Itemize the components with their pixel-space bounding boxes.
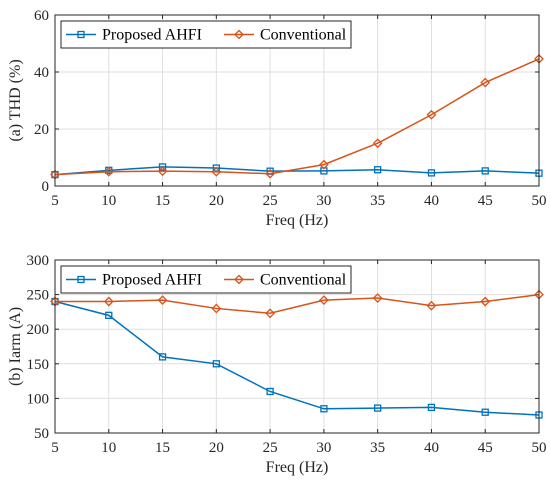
iarm-data-point xyxy=(481,408,489,416)
thd-legend-item-proposed-ahfi: Proposed AHFI xyxy=(66,27,202,44)
iarm-y-tick-label: 150 xyxy=(27,357,50,373)
thd-legend-label: Conventional xyxy=(260,27,347,44)
iarm-legend-label: Conventional xyxy=(260,272,347,289)
iarm-x-tick-label: 45 xyxy=(478,440,493,456)
thd-axes-box xyxy=(54,14,540,187)
thd-legend: Proposed AHFI Conventional xyxy=(60,20,352,49)
thd-data-point xyxy=(372,138,383,149)
iarm-x-tick-label: 20 xyxy=(209,440,224,456)
thd-x-tick-label: 25 xyxy=(263,193,278,209)
iarm-y-tick-label: 250 xyxy=(27,288,50,304)
thd-y-tick-label: 40 xyxy=(34,65,49,81)
thd-x-tick-label: 10 xyxy=(101,193,116,209)
iarm-data-point xyxy=(158,353,167,361)
iarm-data-point xyxy=(105,311,113,320)
iarm-data-point xyxy=(320,405,328,413)
thd-x-tick-label: 15 xyxy=(155,193,170,209)
thd-legend-label: Proposed AHFI xyxy=(102,27,202,44)
thd-series-line xyxy=(54,166,540,176)
thd-x-tick-label: 30 xyxy=(316,193,331,209)
iarm-legend: Proposed AHFI Conventional xyxy=(60,265,352,294)
thd-data-point xyxy=(265,168,276,179)
iarm-y-tick-label: 100 xyxy=(27,391,50,407)
iarm-x-tick-label: 15 xyxy=(155,440,170,456)
iarm-data-point xyxy=(103,296,114,307)
thd-data-point xyxy=(427,169,436,177)
iarm-x-tick-label: 40 xyxy=(424,440,439,456)
thd-legend-box xyxy=(60,20,352,49)
thd-x-tick-label: 20 xyxy=(209,193,224,209)
iarm-data-point xyxy=(426,300,437,311)
iarm-data-point xyxy=(157,295,168,306)
iarm-data-point xyxy=(372,293,383,303)
iarm-x-tick-label: 5 xyxy=(51,440,59,456)
thd-y-tick-label: 20 xyxy=(34,122,49,138)
iarm-x-tick-label: 10 xyxy=(101,440,116,456)
thd-legend-marker xyxy=(77,30,85,39)
iarm-axes-box xyxy=(54,259,540,434)
thd-x-tick-label: 5 xyxy=(51,193,59,209)
thd-y-axis-label: (a) THD (%) xyxy=(7,59,24,141)
iarm-legend-box xyxy=(60,265,352,294)
iarm-data-point xyxy=(265,308,276,319)
iarm-data-point xyxy=(318,295,329,306)
iarm-data-point xyxy=(266,387,274,396)
thd-data-point xyxy=(103,166,114,177)
chart-thd: 5 10 15 20 25 30 35 40 45 50 0 20 40 60 Freq (Hz) (a) T… xyxy=(7,8,547,229)
thd-data-point xyxy=(158,163,167,171)
iarm-x-tick-label: 50 xyxy=(532,440,547,456)
thd-data-point xyxy=(374,166,382,174)
thd-x-tick-label: 50 xyxy=(532,193,547,209)
thd-y-tick-label: 60 xyxy=(34,8,49,24)
thd-data-point xyxy=(318,159,329,170)
iarm-y-tick-label: 200 xyxy=(27,322,50,338)
thd-data-point xyxy=(480,77,491,88)
iarm-data-point xyxy=(212,360,220,368)
thd-series-conventional xyxy=(50,53,544,180)
iarm-legend-marker xyxy=(77,275,85,284)
thd-x-tick-label: 35 xyxy=(370,193,385,209)
iarm-legend-item-proposed-ahfi: Proposed AHFI xyxy=(66,272,202,289)
iarm-x-tick-label: 35 xyxy=(370,440,385,456)
thd-series-line xyxy=(54,58,540,176)
iarm-legend-item-conventional: Conventional xyxy=(224,272,347,289)
chart-iarm: 5 10 15 20 25 30 35 40 45 50 50 100 150 200 250 300 Freq… xyxy=(7,253,547,476)
thd-x-axis-label: Freq (Hz) xyxy=(266,212,329,229)
iarm-x-tick-label: 25 xyxy=(263,440,278,456)
iarm-data-point xyxy=(374,404,382,412)
iarm-x-axis-label: Freq (Hz) xyxy=(266,459,329,476)
thd-x-tick-label: 40 xyxy=(424,193,439,209)
iarm-data-point xyxy=(480,296,491,307)
iarm-legend-label: Proposed AHFI xyxy=(102,272,202,289)
thd-y-tick-label: 0 xyxy=(42,179,50,195)
thd-x-tick-label: 45 xyxy=(478,193,493,209)
iarm-series-line xyxy=(54,300,540,416)
thd-data-point xyxy=(211,166,222,177)
thd-legend-marker xyxy=(234,29,244,40)
thd-legend-item-conventional: Conventional xyxy=(224,27,347,44)
iarm-data-point xyxy=(427,403,436,412)
iarm-series-line xyxy=(55,293,540,315)
iarm-y-tick-label: 300 xyxy=(27,253,50,269)
iarm-y-tick-label: 50 xyxy=(34,426,49,442)
thd-data-point xyxy=(426,109,437,120)
iarm-y-axis-label: (b) Iarm (A) xyxy=(7,307,24,386)
iarm-legend-marker xyxy=(234,274,244,285)
thd-data-point xyxy=(157,166,168,177)
iarm-data-point xyxy=(211,303,222,314)
iarm-x-tick-label: 30 xyxy=(316,440,331,456)
thd-data-point xyxy=(481,167,489,175)
